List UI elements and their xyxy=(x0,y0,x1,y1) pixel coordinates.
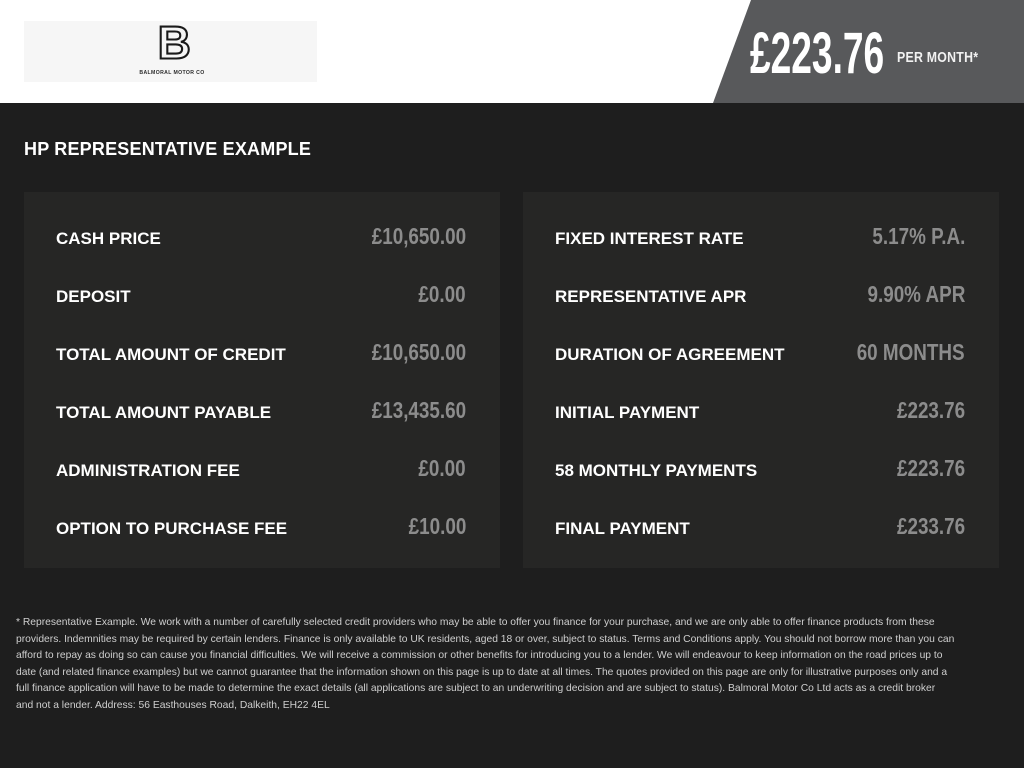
svg-text:B: B xyxy=(158,25,191,68)
